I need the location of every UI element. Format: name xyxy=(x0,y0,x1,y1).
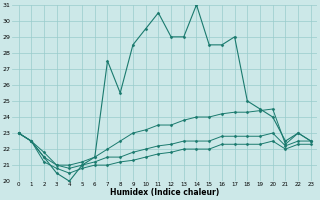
X-axis label: Humidex (Indice chaleur): Humidex (Indice chaleur) xyxy=(110,188,219,197)
